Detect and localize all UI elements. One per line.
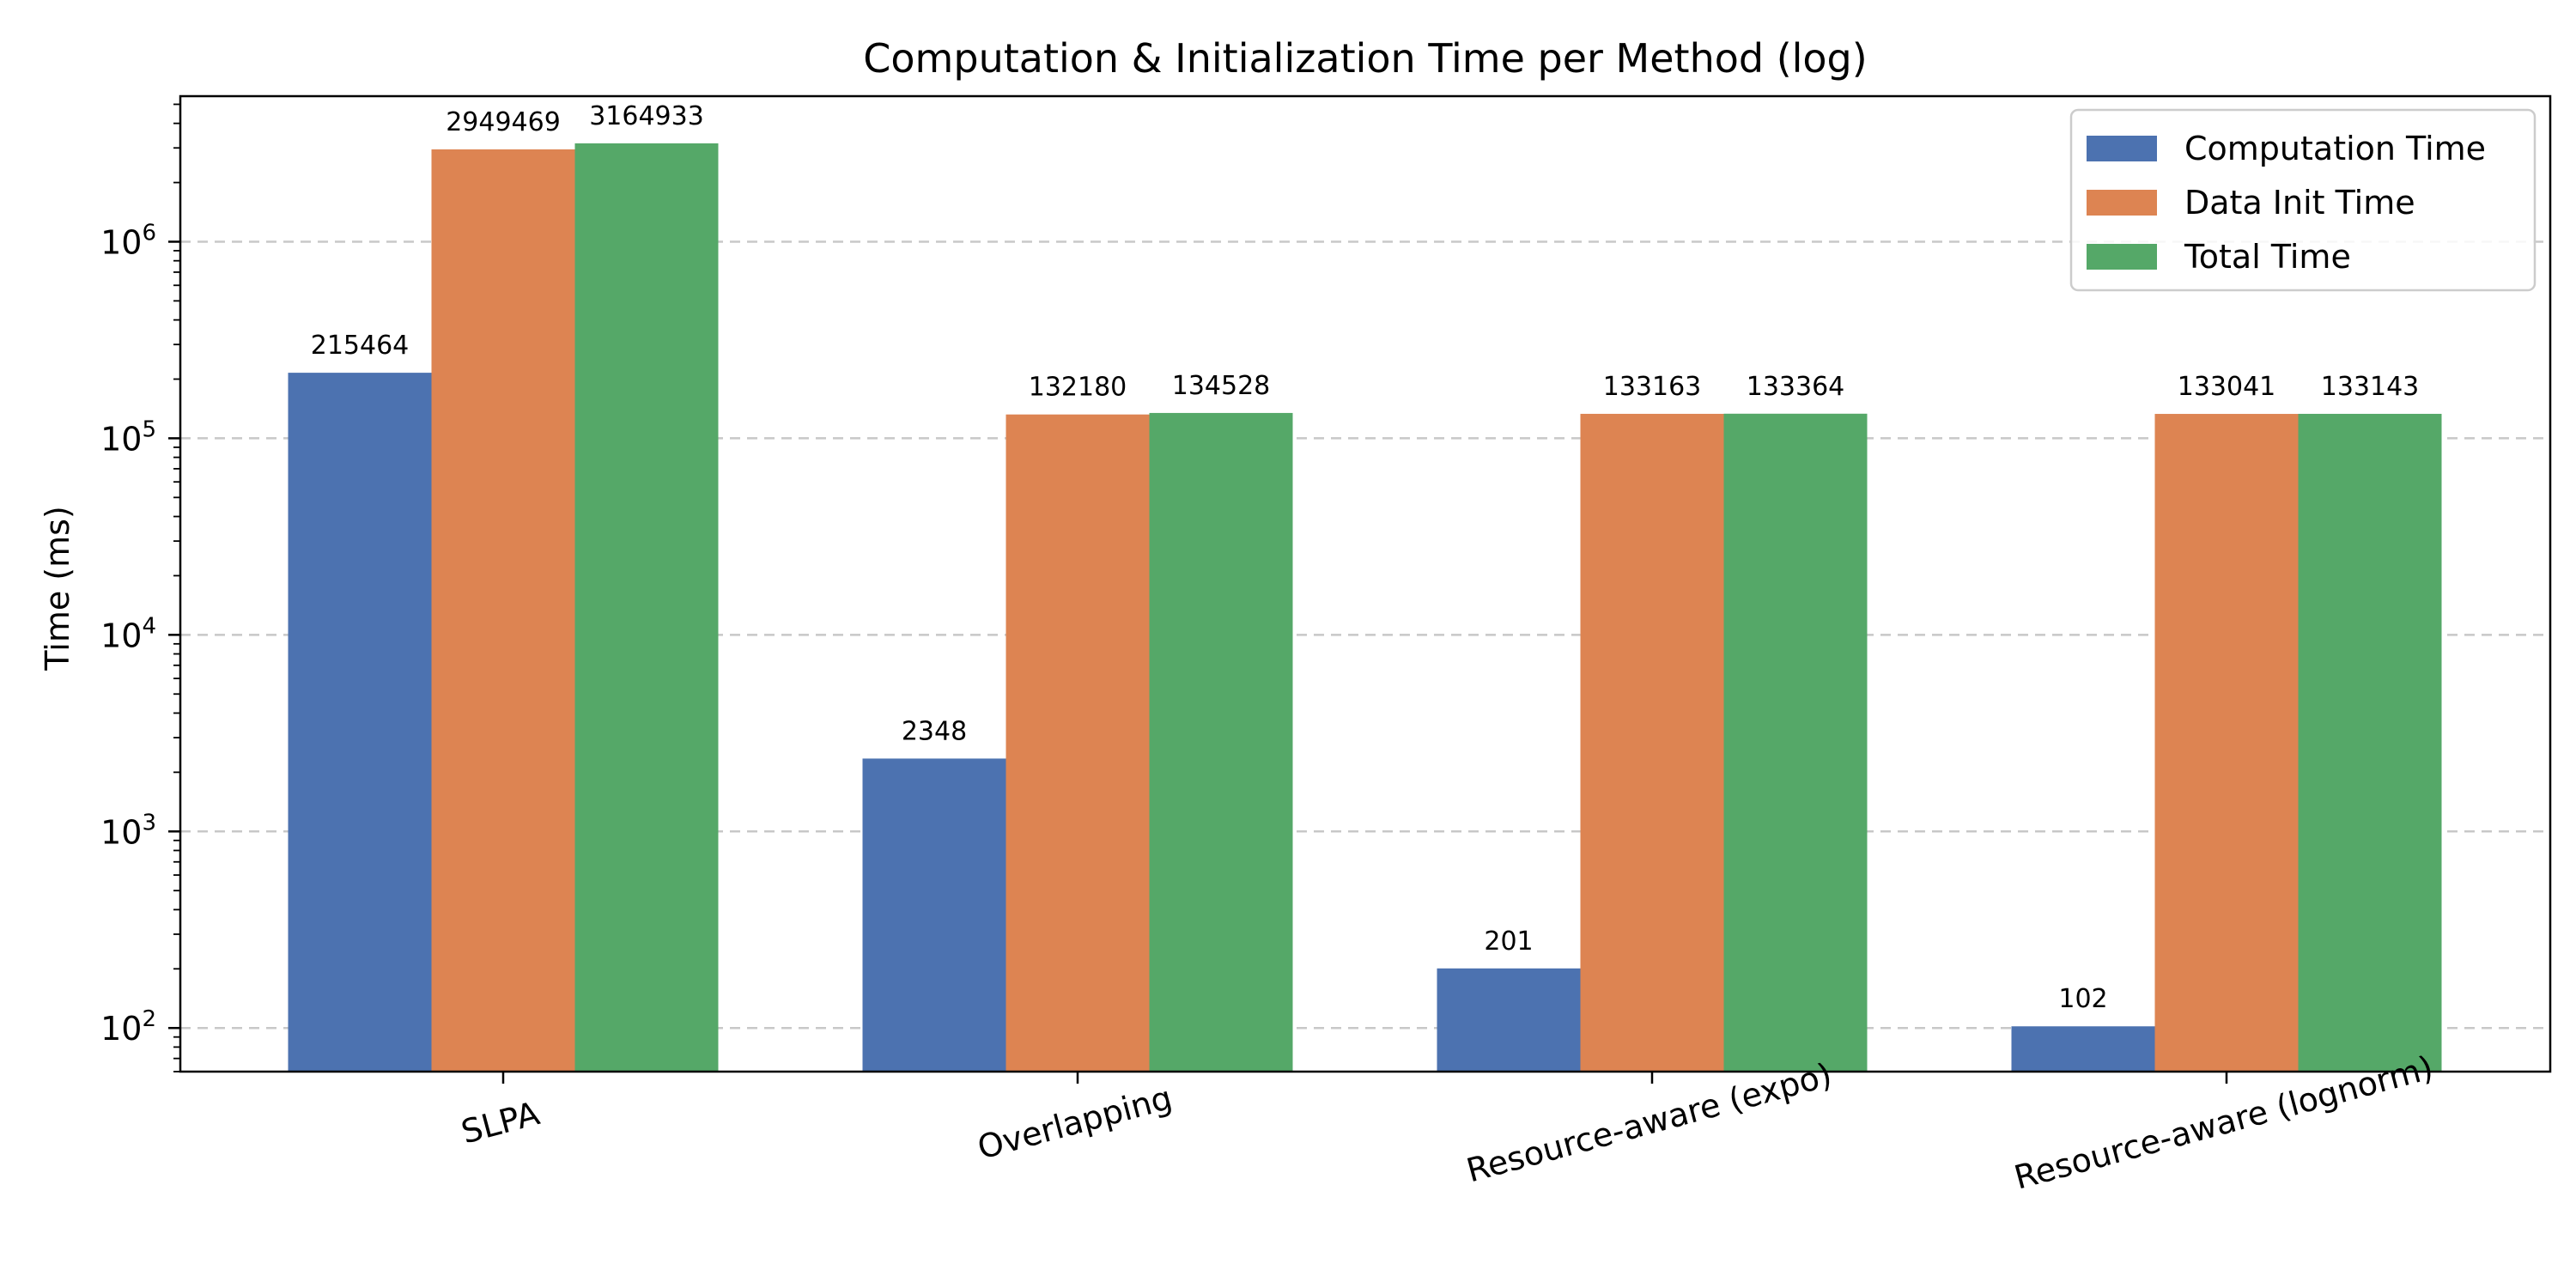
y-tick-base: 10 bbox=[100, 1010, 142, 1048]
data-label: 133041 bbox=[2178, 372, 2276, 402]
y-tick-base: 10 bbox=[100, 223, 142, 261]
data-label: 133364 bbox=[1747, 372, 1845, 402]
data-label: 2949469 bbox=[446, 107, 561, 137]
bar bbox=[1005, 414, 1150, 1072]
data-label: 215464 bbox=[311, 331, 410, 361]
bars-layer bbox=[288, 143, 2442, 1072]
bar bbox=[2154, 414, 2299, 1072]
y-tick-label: 105 bbox=[100, 416, 156, 458]
data-label: 133163 bbox=[1603, 372, 1702, 402]
data-label: 102 bbox=[2058, 984, 2107, 1014]
legend-label: Data Init Time bbox=[2184, 184, 2415, 222]
x-tick-label: Overlapping bbox=[974, 1078, 1176, 1167]
legend-label: Total Time bbox=[2184, 238, 2351, 276]
legend-label: Computation Time bbox=[2184, 130, 2486, 167]
data-label: 3164933 bbox=[589, 101, 704, 131]
legend-box bbox=[2069, 108, 2537, 292]
legend-swatch bbox=[2087, 244, 2157, 270]
y-axis-label: Time (ms) bbox=[39, 506, 76, 671]
data-label: 132180 bbox=[1029, 373, 1127, 403]
data-label: 134528 bbox=[1172, 371, 1271, 401]
y-tick-label: 104 bbox=[100, 613, 156, 654]
y-tick-base: 10 bbox=[100, 420, 142, 458]
y-tick-label: 103 bbox=[100, 810, 156, 851]
legend-swatch bbox=[2087, 190, 2157, 216]
y-tick-exponent: 4 bbox=[142, 613, 156, 639]
bar bbox=[2298, 413, 2442, 1072]
bar bbox=[1723, 413, 1868, 1072]
y-tick-exponent: 3 bbox=[142, 810, 156, 835]
legend-swatch bbox=[2087, 136, 2157, 161]
y-tick-exponent: 5 bbox=[142, 416, 156, 442]
bar bbox=[574, 143, 719, 1072]
x-tick-label: Resource-aware (expo) bbox=[1462, 1055, 1836, 1189]
chart-title: Computation & Initialization Time per Me… bbox=[863, 35, 1867, 82]
bar bbox=[1437, 968, 1581, 1072]
data-labels-layer: 215464 2949469 3164933 2348 132180 134528 201 1… bbox=[311, 101, 2420, 1014]
legend: Computation Time Data Init Time Total Time bbox=[2069, 108, 2537, 292]
plot-frame bbox=[179, 94, 2552, 1073]
bar bbox=[288, 373, 432, 1072]
y-tick-base: 10 bbox=[100, 813, 142, 851]
y-tick-exponent: 2 bbox=[142, 1006, 156, 1032]
y-tick-label: 102 bbox=[100, 1006, 156, 1048]
bar bbox=[1149, 412, 1293, 1072]
bar bbox=[2011, 1026, 2155, 1072]
x-tick-label: SLPA bbox=[458, 1094, 544, 1151]
bar bbox=[862, 758, 1006, 1072]
data-label: 133143 bbox=[2321, 372, 2420, 402]
y-tick-label: 106 bbox=[100, 220, 156, 261]
bar bbox=[431, 149, 575, 1072]
y-tick-exponent: 6 bbox=[142, 220, 156, 246]
bar bbox=[1580, 413, 1724, 1072]
data-label: 2348 bbox=[902, 716, 967, 746]
data-label: 201 bbox=[1484, 927, 1533, 957]
y-tick-base: 10 bbox=[100, 617, 142, 654]
